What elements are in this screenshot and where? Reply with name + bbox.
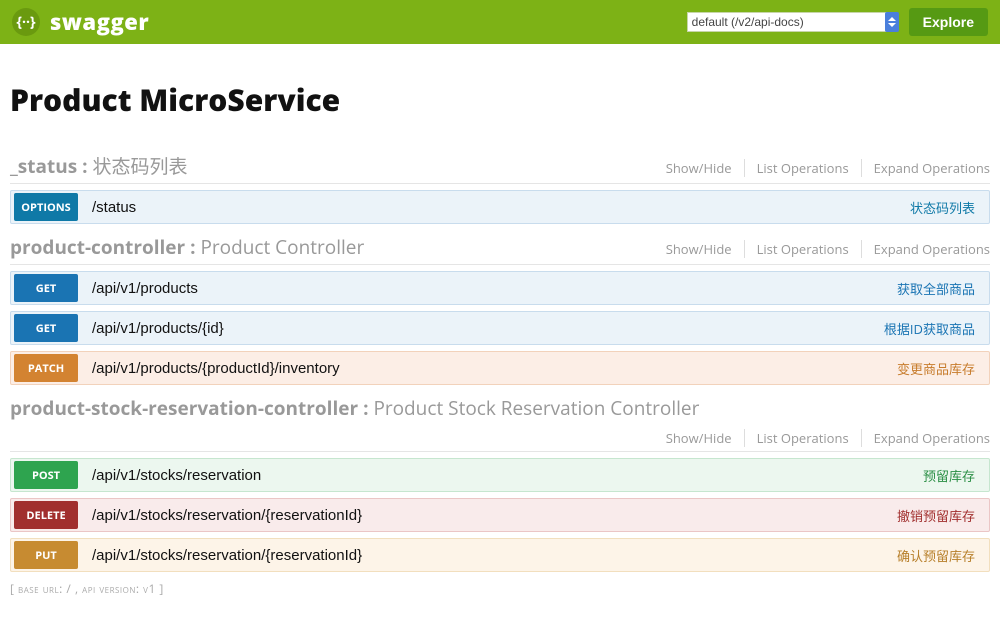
list-operations-link[interactable]: List Operations xyxy=(745,159,862,177)
operation-row[interactable]: POST /api/v1/stocks/reservation 预留库存 xyxy=(10,458,990,492)
expand-operations-link[interactable]: Expand Operations xyxy=(862,429,990,447)
tag-header-product[interactable]: product-controller : Product Controller … xyxy=(10,232,990,265)
operation-row[interactable]: OPTIONS /status 状态码列表 xyxy=(10,190,990,224)
operation-row[interactable]: DELETE /api/v1/stocks/reservation/{reser… xyxy=(10,498,990,532)
tag-header-stock[interactable]: product-stock-reservation-controller : P… xyxy=(10,393,990,425)
explore-button[interactable]: Explore xyxy=(909,8,988,36)
tag-name: _status xyxy=(10,153,77,179)
operation-summary: 获取全部商品 xyxy=(897,279,989,298)
operation-row[interactable]: PATCH /api/v1/products/{productId}/inven… xyxy=(10,351,990,385)
method-badge[interactable]: GET xyxy=(14,274,78,302)
api-selector[interactable] xyxy=(687,12,899,32)
operation-row[interactable]: GET /api/v1/products 获取全部商品 xyxy=(10,271,990,305)
page-title: Product MicroService xyxy=(10,79,990,120)
operation-summary: 状态码列表 xyxy=(910,198,989,217)
tag-title: product-controller : Product Controller xyxy=(10,234,364,260)
tag-description: Product Controller xyxy=(200,234,364,260)
footer-info: [ base url: / , api version: v1 ] xyxy=(10,580,990,597)
operation-summary: 变更商品库存 xyxy=(897,359,989,378)
list-operations-link[interactable]: List Operations xyxy=(745,429,862,447)
operation-row[interactable]: GET /api/v1/products/{id} 根据ID获取商品 xyxy=(10,311,990,345)
expand-operations-link[interactable]: Expand Operations xyxy=(862,159,990,177)
dropdown-arrow-icon[interactable] xyxy=(885,12,899,32)
separator: : xyxy=(82,153,92,179)
method-badge[interactable]: DELETE xyxy=(14,501,78,529)
tag-actions: Show/Hide List Operations Expand Operati… xyxy=(654,429,990,447)
operation-path[interactable]: /api/v1/products xyxy=(78,280,212,297)
tag-actions: Show/Hide List Operations Expand Operati… xyxy=(654,159,990,177)
tag-name: product-stock-reservation-controller xyxy=(10,395,358,421)
operation-path[interactable]: /api/v1/stocks/reservation/{reservationI… xyxy=(78,547,376,564)
tag-title: _status : 状态码列表 xyxy=(10,152,187,179)
tag-title: product-stock-reservation-controller : P… xyxy=(10,395,699,421)
list-operations-link[interactable]: List Operations xyxy=(745,240,862,258)
operation-summary: 预留库存 xyxy=(923,466,989,485)
tag-name: product-controller xyxy=(10,234,185,260)
operation-path[interactable]: /api/v1/stocks/reservation xyxy=(78,467,275,484)
topbar: {··} swagger Explore xyxy=(0,0,1000,44)
tag-header-status[interactable]: _status : 状态码列表 Show/Hide List Operation… xyxy=(10,150,990,184)
method-badge[interactable]: PATCH xyxy=(14,354,78,382)
tag-actions-row: Show/Hide List Operations Expand Operati… xyxy=(10,425,990,452)
tag-section-product: product-controller : Product Controller … xyxy=(10,232,990,385)
separator: : xyxy=(190,234,200,260)
operation-summary: 撤销预留库存 xyxy=(897,506,989,525)
tag-description: 状态码列表 xyxy=(92,153,187,179)
tag-section-stock: product-stock-reservation-controller : P… xyxy=(10,393,990,572)
operation-summary: 确认预留库存 xyxy=(897,546,989,565)
api-selector-input[interactable] xyxy=(687,12,887,32)
swagger-logo-icon: {··} xyxy=(12,8,40,36)
show-hide-link[interactable]: Show/Hide xyxy=(654,159,745,177)
operation-path[interactable]: /status xyxy=(78,199,150,216)
method-badge[interactable]: POST xyxy=(14,461,78,489)
tag-actions: Show/Hide List Operations Expand Operati… xyxy=(654,240,990,258)
tag-section-status: _status : 状态码列表 Show/Hide List Operation… xyxy=(10,150,990,224)
expand-operations-link[interactable]: Expand Operations xyxy=(862,240,990,258)
show-hide-link[interactable]: Show/Hide xyxy=(654,429,745,447)
operation-path[interactable]: /api/v1/products/{id} xyxy=(78,320,238,337)
operation-row[interactable]: PUT /api/v1/stocks/reservation/{reservat… xyxy=(10,538,990,572)
topbar-right: Explore xyxy=(687,8,988,36)
method-badge[interactable]: GET xyxy=(14,314,78,342)
operation-path[interactable]: /api/v1/stocks/reservation/{reservationI… xyxy=(78,507,376,524)
operation-path[interactable]: /api/v1/products/{productId}/inventory xyxy=(78,360,354,377)
method-badge[interactable]: OPTIONS xyxy=(14,193,78,221)
main-container: Product MicroService _status : 状态码列表 Sho… xyxy=(0,79,1000,597)
topbar-left: {··} swagger xyxy=(12,7,149,37)
method-badge[interactable]: PUT xyxy=(14,541,78,569)
show-hide-link[interactable]: Show/Hide xyxy=(654,240,745,258)
tag-description: Product Stock Reservation Controller xyxy=(373,395,699,421)
brand-title: swagger xyxy=(50,7,149,37)
separator: : xyxy=(363,395,373,421)
operation-summary: 根据ID获取商品 xyxy=(884,319,989,338)
